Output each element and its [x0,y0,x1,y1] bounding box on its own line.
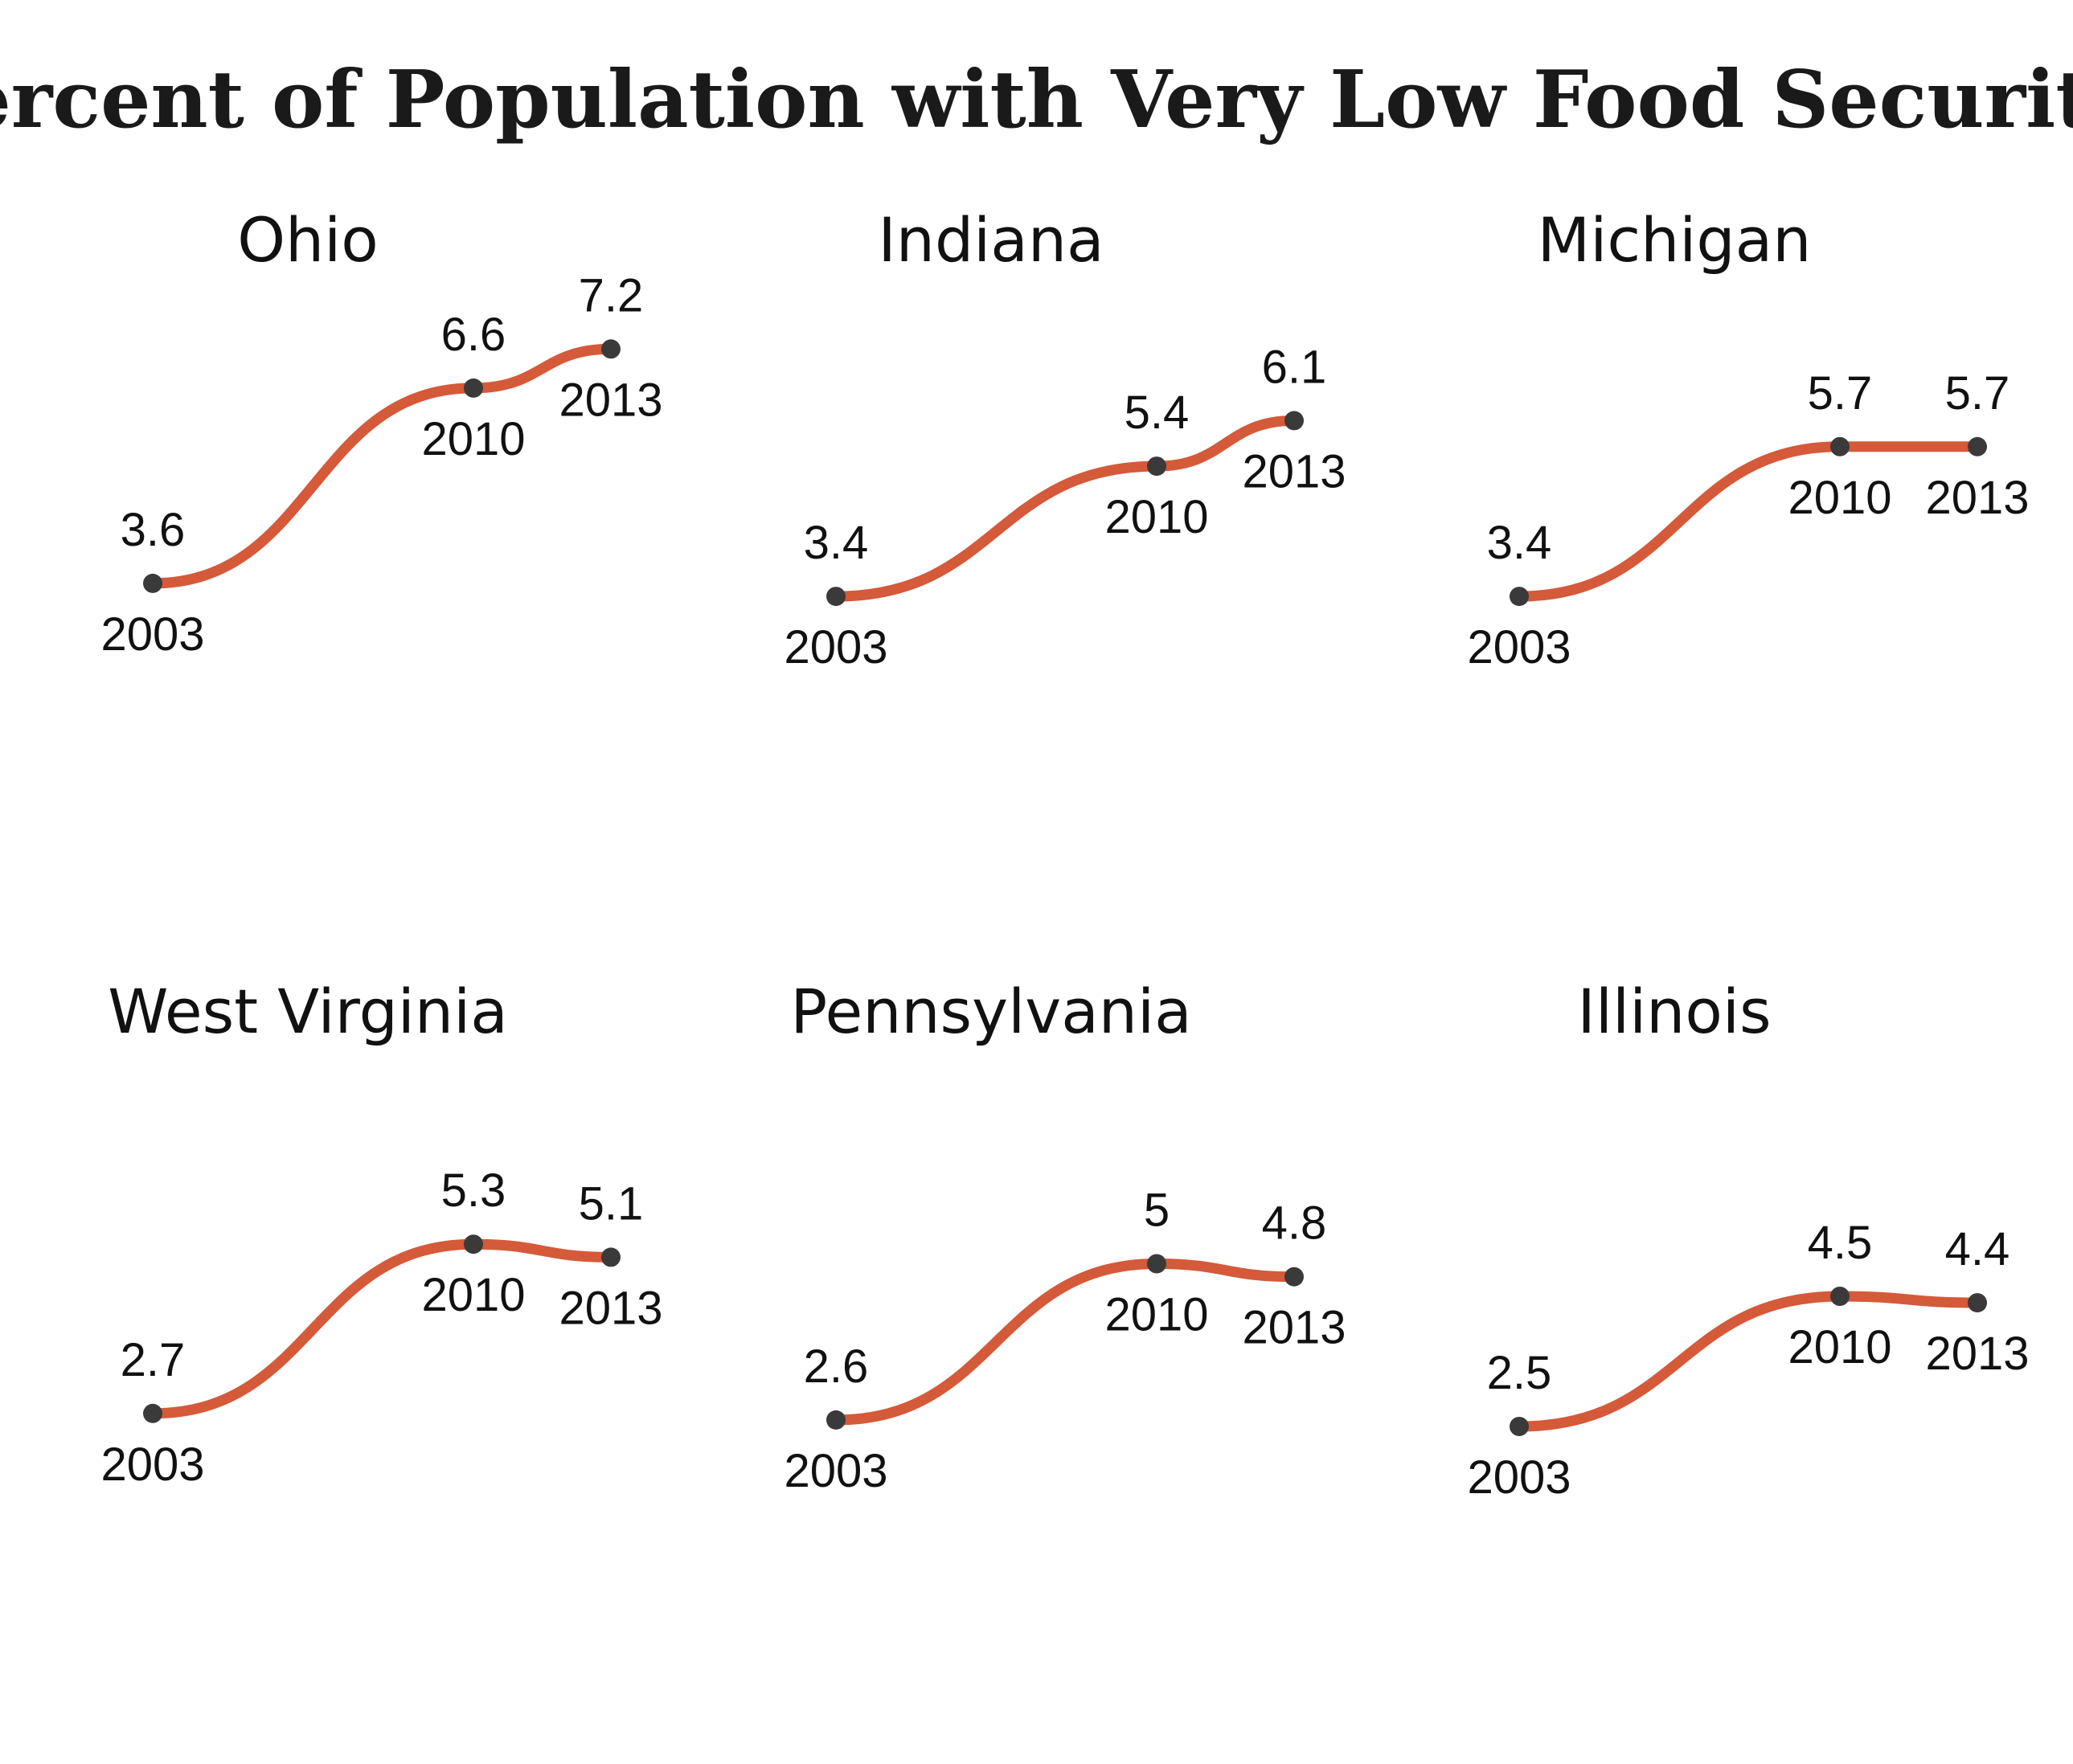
value-label-michigan-2013: 5.7 [1945,367,2010,420]
value-label-pennsylvania-2010: 5 [1144,1185,1170,1237]
data-point-indiana-2010 [1147,456,1166,477]
year-label-michigan-2013: 2013 [1925,472,2029,524]
data-point-michigan-2013 [1968,436,1987,456]
panel-title-ohio: Ohio [237,204,379,276]
panel-indiana: Indiana 3.4 2003 5.4 2010 6.1 2013 [784,204,1346,673]
value-label-ohio-2010: 6.6 [441,309,506,361]
panel-title-indiana: Indiana [878,204,1104,276]
year-label-ohio-2003: 2003 [100,608,204,661]
panel-title-pennsylvania: Pennsylvania [790,976,1191,1047]
series-line-ohio [147,343,617,589]
year-label-indiana-2013: 2013 [1242,445,1346,497]
value-label-west-virginia-2010: 5.3 [441,1164,506,1217]
panels-group: Ohio 3.6 2003 6.6 2010 7.2 2013 Indiana 3.4 2003 5… [100,204,2029,1504]
panel-title-west-virginia: West Virginia [108,976,508,1047]
data-point-pennsylvania-2013 [1284,1267,1304,1287]
data-point-illinois-2013 [1968,1293,1987,1313]
year-label-illinois-2003: 2003 [1467,1451,1571,1504]
year-label-indiana-2003: 2003 [784,621,887,673]
panel-title-illinois: Illinois [1577,976,1771,1047]
year-label-michigan-2003: 2003 [1467,621,1571,673]
data-point-indiana-2003 [826,587,846,607]
panel-michigan: Michigan 3.4 2003 5.7 2010 5.7 2013 [1467,204,2029,673]
panel-illinois: Illinois 2.5 2003 4.5 2010 4.4 2013 [1467,976,2029,1504]
value-label-illinois-2010: 4.5 [1808,1217,1873,1269]
value-label-michigan-2010: 5.7 [1808,367,1873,420]
panel-west-virginia: West Virginia 2.7 2003 5.3 2010 5.1 2013 [100,976,662,1491]
chart-title: Percent of Population with Very Low Food… [0,54,2073,146]
data-point-west-virginia-2010 [464,1234,483,1254]
value-label-west-virginia-2013: 5.1 [579,1177,644,1230]
year-label-pennsylvania-2003: 2003 [784,1445,887,1497]
value-label-michigan-2003: 3.4 [1487,517,1552,569]
data-point-ohio-2003 [143,573,162,593]
value-label-pennsylvania-2003: 2.6 [804,1340,869,1393]
year-label-pennsylvania-2010: 2010 [1104,1289,1208,1341]
value-label-indiana-2003: 3.4 [804,517,869,569]
series-line-west-virginia [147,1238,617,1419]
value-label-illinois-2003: 2.5 [1487,1347,1552,1399]
year-label-pennsylvania-2013: 2013 [1242,1302,1346,1354]
data-point-michigan-2003 [1510,587,1529,607]
series-line-illinois [1514,1291,1983,1432]
data-point-illinois-2003 [1510,1417,1529,1436]
year-label-west-virginia-2010: 2010 [421,1269,525,1321]
panel-pennsylvania: Pennsylvania 2.6 2003 5 2010 4.8 2013 [784,976,1346,1497]
series-line-michigan [1514,441,1983,602]
year-label-west-virginia-2013: 2013 [559,1282,662,1334]
data-point-indiana-2013 [1284,411,1304,431]
data-point-west-virginia-2003 [143,1403,162,1423]
panel-ohio: Ohio 3.6 2003 6.6 2010 7.2 2013 [100,204,662,661]
data-point-ohio-2010 [464,378,483,398]
data-point-michigan-2010 [1830,436,1850,456]
value-label-west-virginia-2003: 2.7 [121,1334,186,1386]
year-label-indiana-2010: 2010 [1104,491,1208,543]
year-label-west-virginia-2003: 2003 [100,1439,204,1491]
value-label-illinois-2013: 4.4 [1945,1223,2010,1275]
data-point-illinois-2010 [1830,1287,1850,1306]
value-label-pennsylvania-2013: 4.8 [1262,1197,1327,1250]
data-point-pennsylvania-2003 [826,1410,846,1430]
value-label-indiana-2010: 5.4 [1125,387,1190,439]
value-label-indiana-2013: 6.1 [1262,341,1327,393]
data-point-ohio-2013 [601,339,621,359]
series-line-indiana [830,415,1300,602]
data-point-pennsylvania-2010 [1147,1254,1166,1274]
year-label-illinois-2013: 2013 [1925,1328,2029,1380]
panel-title-michigan: Michigan [1538,204,1812,276]
year-label-ohio-2010: 2010 [421,413,525,465]
value-label-ohio-2003: 3.6 [121,504,186,556]
year-label-michigan-2010: 2010 [1788,472,1891,524]
year-label-illinois-2010: 2010 [1788,1321,1891,1373]
year-label-ohio-2013: 2013 [559,374,662,426]
value-label-ohio-2013: 7.2 [579,269,644,321]
data-point-west-virginia-2013 [601,1247,621,1267]
series-line-pennsylvania [830,1259,1300,1426]
